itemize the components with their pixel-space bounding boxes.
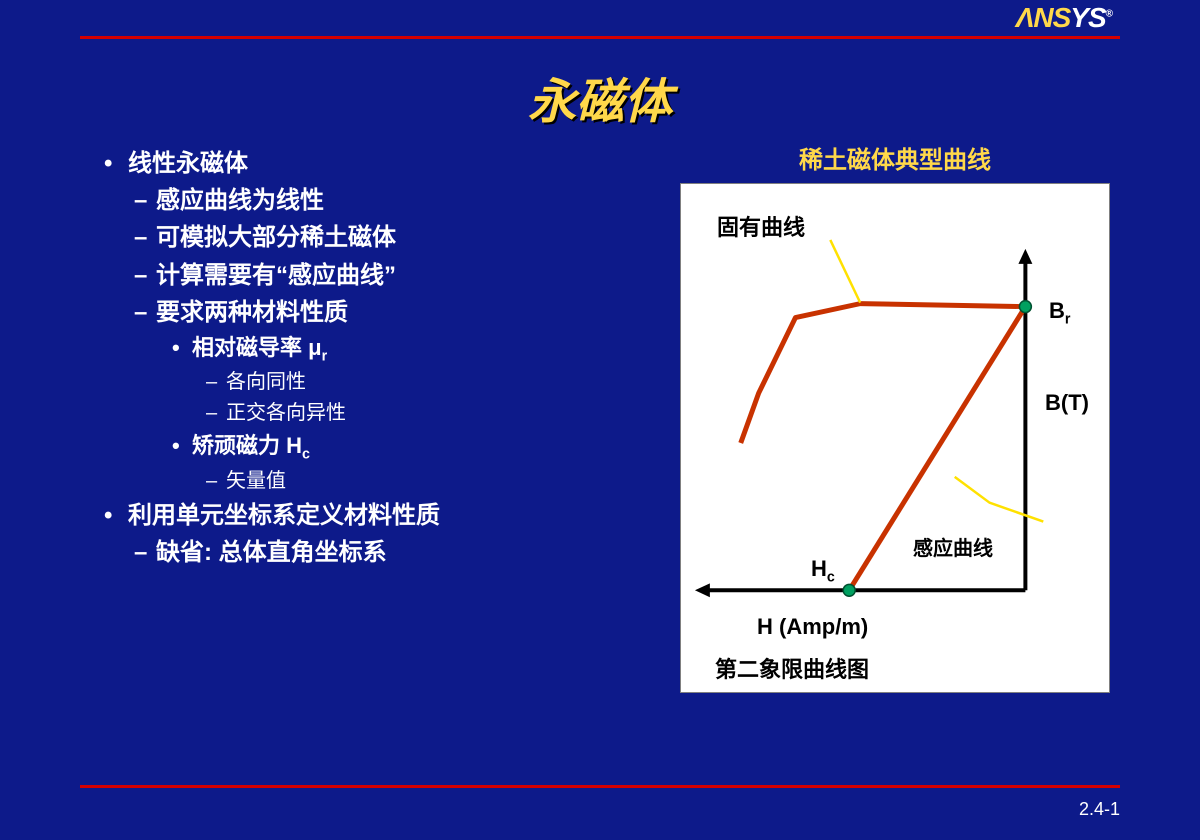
chart-caption: 第二象限曲线图 bbox=[715, 652, 869, 684]
chart-title: 稀土磁体典型曲线 bbox=[680, 140, 1110, 175]
bullet-lv2: 计算需要有“感应曲线” bbox=[100, 257, 440, 294]
page-number: 2.4-1 bbox=[1079, 799, 1120, 820]
bullet-lv4: 矢量值 bbox=[100, 466, 440, 497]
bullet-lv4: 正交各向异性 bbox=[100, 398, 440, 429]
intrinsic-label: 固有曲线 bbox=[717, 210, 805, 242]
bullet-lv2: 要求两种材料性质 bbox=[100, 294, 440, 331]
h-axis-label: H (Amp/m) bbox=[757, 614, 868, 640]
bullet-lv4: 各向同性 bbox=[100, 367, 440, 398]
bt-axis-label: B(T) bbox=[1045, 390, 1089, 416]
ansys-logo: ΛNSYS® bbox=[1008, 0, 1120, 36]
bullet-lv3: 矫顽磁力 Hc bbox=[100, 429, 440, 466]
bottom-rule bbox=[80, 785, 1120, 788]
bh-curve-chart bbox=[681, 184, 1109, 692]
bullet-lv1: 利用单元坐标系定义材料性质 bbox=[100, 497, 440, 534]
br-label: Br bbox=[1049, 298, 1070, 327]
bullet-lv3: 相对磁导率 μr bbox=[100, 331, 440, 368]
chart-box: 固有曲线 Br B(T) 感应曲线 Hc H (Amp/m) 第二象限曲线图 bbox=[680, 183, 1110, 693]
induction-label: 感应曲线 bbox=[913, 532, 993, 561]
logo-text: ΛNSYS® bbox=[1016, 2, 1112, 34]
top-rule bbox=[80, 36, 1120, 39]
slide-title: 永磁体 永磁体 bbox=[0, 62, 1200, 132]
bullet-lv2: 感应曲线为线性 bbox=[100, 182, 440, 219]
bullet-content: 线性永磁体 感应曲线为线性 可模拟大部分稀土磁体 计算需要有“感应曲线” 要求两… bbox=[100, 145, 440, 571]
bullet-lv1: 线性永磁体 bbox=[100, 145, 440, 182]
bullet-lv2: 可模拟大部分稀土磁体 bbox=[100, 219, 440, 256]
bullet-lv2: 缺省: 总体直角坐标系 bbox=[100, 534, 440, 571]
hc-label: Hc bbox=[811, 556, 835, 585]
slide: ΛNSYS® 永磁体 永磁体 线性永磁体 感应曲线为线性 可模拟大部分稀土磁体 … bbox=[0, 0, 1200, 840]
